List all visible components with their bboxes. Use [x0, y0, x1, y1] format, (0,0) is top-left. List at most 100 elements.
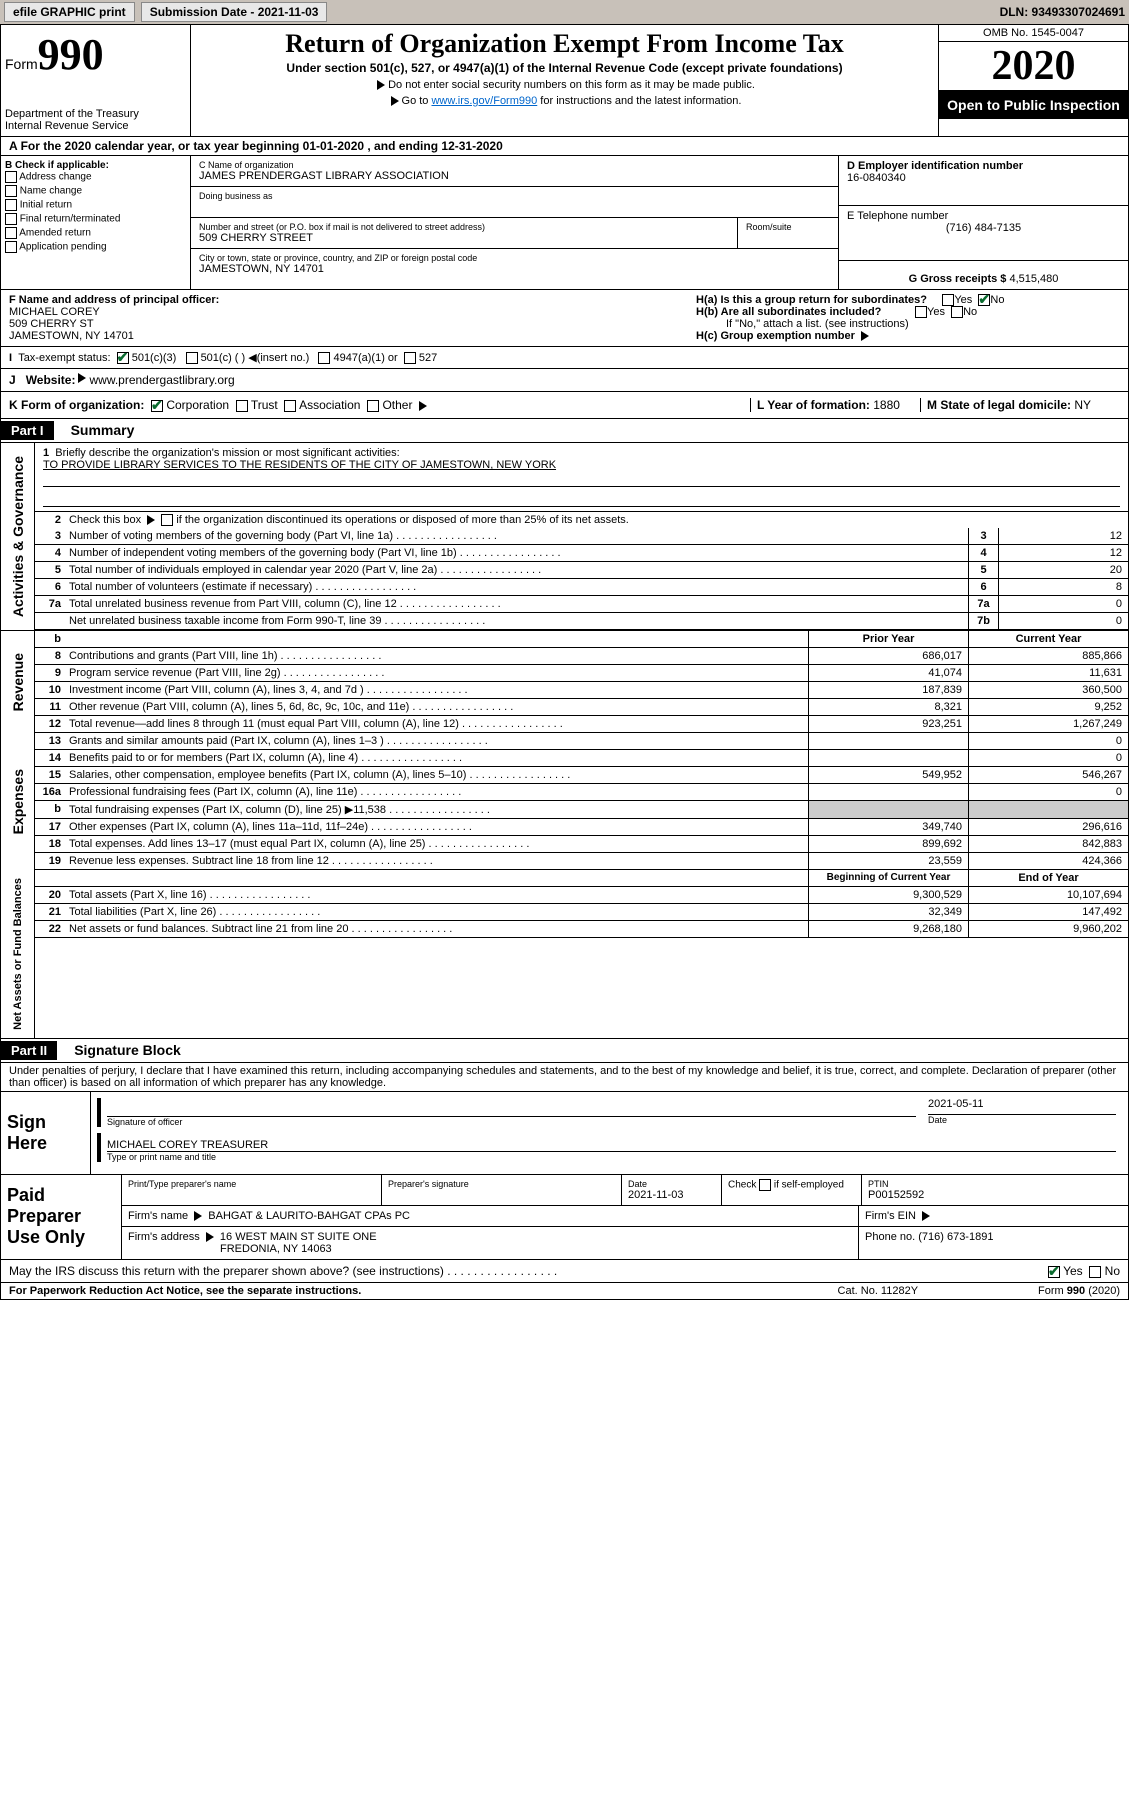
summary-line: 16a Professional fundraising fees (Part …	[35, 784, 1128, 801]
triangle-icon	[419, 401, 427, 411]
hb-row: H(b) Are all subordinates included? Yes …	[696, 306, 1120, 318]
cb-hb-no[interactable]	[951, 306, 963, 318]
triangle-icon	[861, 331, 869, 341]
omb-number: OMB No. 1545-0047	[939, 25, 1128, 42]
expenses-section: Expenses 13 Grants and similar amounts p…	[1, 733, 1128, 870]
summary-line: 15 Salaries, other compensation, employe…	[35, 767, 1128, 784]
summary-line: 17 Other expenses (Part IX, column (A), …	[35, 819, 1128, 836]
discuss-text: May the IRS discuss this return with the…	[9, 1264, 1048, 1278]
self-emp-cell: Check if self-employed	[721, 1175, 861, 1205]
blank-line	[43, 471, 1120, 487]
efile-print-button[interactable]: efile GRAPHIC print	[4, 2, 135, 22]
cb-hb-yes[interactable]	[915, 306, 927, 318]
b-label: B Check if applicable:	[5, 160, 186, 171]
cb-discuss-yes[interactable]	[1048, 1266, 1060, 1278]
col-current-year: Current Year	[968, 631, 1128, 647]
triangle-icon	[377, 80, 385, 90]
pdate-value: 2021-11-03	[628, 1189, 715, 1201]
summary-line: 18 Total expenses. Add lines 13–17 (must…	[35, 836, 1128, 853]
summary-line: b Total fundraising expenses (Part IX, c…	[35, 801, 1128, 819]
vtab-rev: Revenue	[1, 631, 35, 733]
hc-row: H(c) Group exemption number	[696, 330, 1120, 342]
summary-line: 3 Number of voting members of the govern…	[35, 528, 1128, 545]
hc-label: H(c) Group exemption number	[696, 330, 855, 342]
cb-trust[interactable]	[236, 400, 248, 412]
tax-exempt: I Tax-exempt status: 501(c)(3) 501(c) ( …	[1, 347, 688, 368]
hb-label: H(b) Are all subordinates included?	[696, 306, 881, 318]
top-toolbar: efile GRAPHIC print Submission Date - 20…	[0, 0, 1129, 24]
ha-row: H(a) Is this a group return for subordin…	[696, 294, 1120, 306]
cb-initial-return[interactable]: Initial return	[5, 199, 186, 211]
cb-self-employed[interactable]	[759, 1179, 771, 1191]
city-cell: City or town, state or province, country…	[191, 249, 838, 279]
website-value: www.prendergastlibrary.org	[89, 373, 234, 387]
summary-line: 19 Revenue less expenses. Subtract line …	[35, 853, 1128, 870]
part1-title: Summary	[57, 422, 135, 438]
l-value: 1880	[873, 398, 900, 412]
discuss-answer: Yes No	[1048, 1264, 1120, 1278]
cb-527[interactable]	[404, 352, 416, 364]
street-label: Number and street (or P.O. box if mail i…	[199, 222, 729, 232]
tax-year: 2020	[939, 42, 1128, 91]
street-row: Number and street (or P.O. box if mail i…	[191, 218, 838, 249]
triangle-icon	[922, 1211, 930, 1221]
section-fh: F Name and address of principal officer:…	[1, 290, 1128, 347]
cb-501c[interactable]	[186, 352, 198, 364]
cb-name-change[interactable]: Name change	[5, 185, 186, 197]
cb-4947[interactable]	[318, 352, 330, 364]
col-eoy: End of Year	[968, 870, 1128, 886]
summary-line: 14 Benefits paid to or for members (Part…	[35, 750, 1128, 767]
open-inspection: Open to Public Inspection	[939, 91, 1128, 119]
irs-link[interactable]: www.irs.gov/Form990	[431, 95, 537, 107]
ein-label: D Employer identification number	[847, 160, 1120, 172]
declaration: Under penalties of perjury, I declare th…	[1, 1063, 1128, 1092]
cb-address-change[interactable]: Address change	[5, 171, 186, 183]
paid-preparer-block: Paid Preparer Use Only Print/Type prepar…	[1, 1175, 1128, 1260]
dba-cell: Doing business as	[191, 187, 838, 218]
room-label: Room/suite	[746, 222, 830, 232]
cb-final-return[interactable]: Final return/terminated	[5, 213, 186, 225]
year-box: OMB No. 1545-0047 2020 Open to Public In…	[938, 25, 1128, 136]
cb-discontinued[interactable]	[161, 514, 173, 526]
date-label: Date	[928, 1115, 1116, 1125]
ein-value: 16-0840340	[847, 172, 1120, 184]
i-label: Tax-exempt status:	[18, 352, 110, 364]
sig-label: Signature of officer	[107, 1117, 916, 1127]
firm-value: BAHGAT & LAURITO-BAHGAT CPAs PC	[208, 1210, 410, 1222]
org-name-cell: C Name of organization JAMES PRENDERGAST…	[191, 156, 838, 187]
blank-line	[43, 491, 1120, 507]
phone-value: (716) 484-7135	[847, 222, 1120, 234]
col-h: H(a) Is this a group return for subordin…	[688, 290, 1128, 346]
summary-line: 12 Total revenue—add lines 8 through 11 …	[35, 716, 1128, 733]
street-cell: Number and street (or P.O. box if mail i…	[191, 218, 738, 248]
cb-assoc[interactable]	[284, 400, 296, 412]
cb-amended[interactable]: Amended return	[5, 227, 186, 239]
summary-line: 20 Total assets (Part X, line 16)9,300,5…	[35, 887, 1128, 904]
footer-left: For Paperwork Reduction Act Notice, see …	[9, 1285, 838, 1297]
cb-app-pending[interactable]: Application pending	[5, 241, 186, 253]
na-header-row: Beginning of Current Year End of Year	[35, 870, 1128, 887]
q1-block: 1 Briefly describe the organization's mi…	[35, 443, 1128, 512]
gross-label: G Gross receipts $	[909, 273, 1010, 285]
k-cell: K Form of organization: Corporation Trus…	[9, 398, 750, 412]
summary-line: 21 Total liabilities (Part X, line 26)32…	[35, 904, 1128, 921]
summary-line: 8 Contributions and grants (Part VIII, l…	[35, 648, 1128, 665]
cb-corp[interactable]	[151, 400, 163, 412]
pname-label: Print/Type preparer's name	[128, 1179, 375, 1189]
l-label: L Year of formation:	[757, 398, 873, 412]
row-klm: K Form of organization: Corporation Trus…	[1, 392, 1128, 419]
firm-label: Firm's name	[128, 1210, 191, 1222]
hint1-text: Do not enter social security numbers on …	[388, 79, 755, 91]
addr-label: Firm's address	[128, 1231, 203, 1243]
addr1-value: 16 WEST MAIN ST SUITE ONE	[220, 1231, 377, 1243]
row-j: J Website: www.prendergastlibrary.org	[1, 369, 1128, 392]
cb-ha-no[interactable]	[978, 294, 990, 306]
cb-discuss-no[interactable]	[1089, 1266, 1101, 1278]
cb-501c3[interactable]	[117, 352, 129, 364]
triangle-icon	[391, 96, 399, 106]
submission-date-button[interactable]: Submission Date - 2021-11-03	[141, 2, 328, 22]
form-title: Return of Organization Exempt From Incom…	[199, 29, 930, 59]
cb-ha-yes[interactable]	[942, 294, 954, 306]
city-label: City or town, state or province, country…	[199, 253, 830, 263]
cb-other[interactable]	[367, 400, 379, 412]
